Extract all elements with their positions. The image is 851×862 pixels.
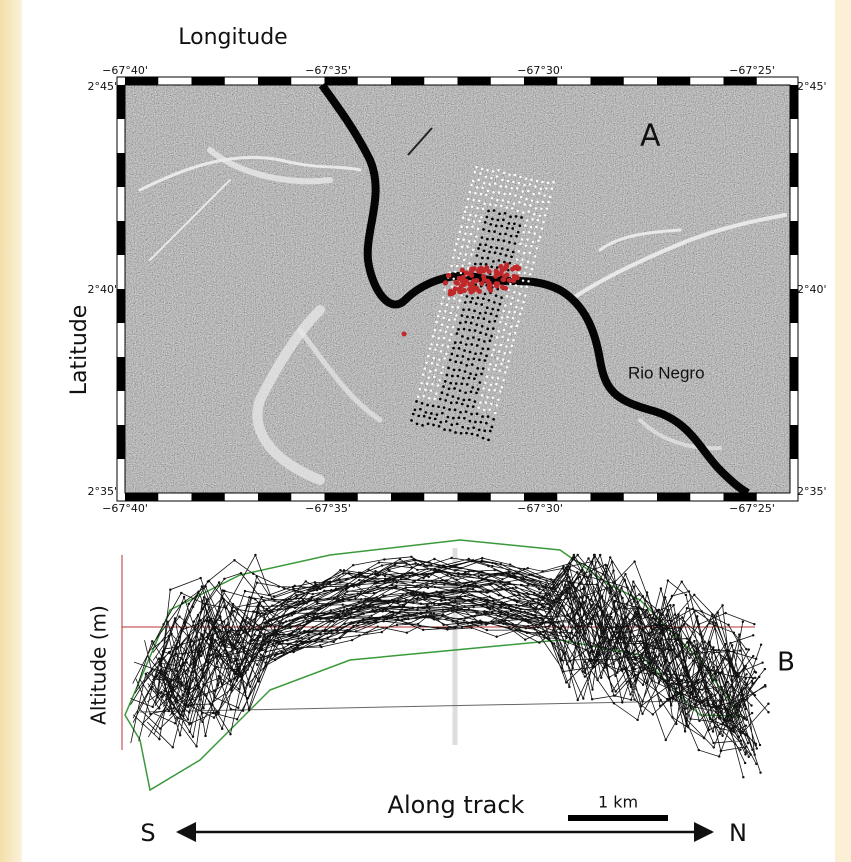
lat-tick-label: 2°35' [87,485,117,498]
river [318,82,750,497]
envelope [124,539,742,792]
x-axis-title: Longitude [178,25,287,50]
track-points [144,553,770,779]
profile-panel [121,539,770,792]
lon-tick-label: −67°30' [517,64,563,77]
panel-label: B [777,648,795,678]
tributaries [138,147,787,485]
lat-tick-label: 2°45' [797,80,827,93]
lat-tick-label: 2°40' [797,283,827,296]
lon-tick-label: −67°35' [305,64,351,77]
lat-tick-label: 2°45' [87,80,117,93]
scale-label: 1 km [598,793,638,812]
frame-outer [116,76,799,502]
lon-tick-label: −67°40' [102,64,148,77]
map-panel: A Rio Negro [116,76,799,502]
panel-label: A [640,119,661,154]
map-ticks: −67°40' −67°40' −67°35' −67°35' −67°30' −67°3… [87,64,826,515]
start-label: S [140,819,155,847]
lon-tick-label: −67°35' [305,502,351,515]
dots-red [401,262,522,337]
lon-tick-label: −67°25' [729,64,775,77]
y-axis-title: Altitude (m) [87,605,111,725]
river-label: Rio Negro [628,363,705,382]
end-label: N [729,819,747,847]
lon-tick-label: −67°40' [102,502,148,515]
map-frame [116,76,799,502]
y-axis-title: Latitude [67,305,92,396]
dot-swath [401,166,555,442]
track-lines [130,553,769,778]
lon-tick-label: −67°30' [517,502,563,515]
lon-tick-label: −67°25' [729,502,775,515]
road [407,127,433,156]
x-axis-title: Along track [388,791,525,819]
lat-tick-label: 2°35' [797,485,827,498]
lat-tick-label: 2°40' [87,283,117,296]
frame-checker [117,77,798,501]
